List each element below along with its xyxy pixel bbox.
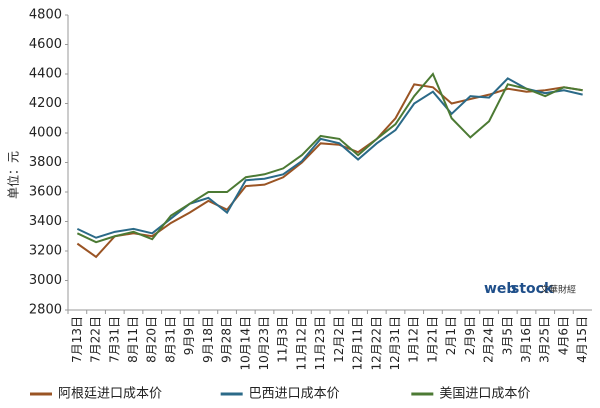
x-tick-label: 8月31日 bbox=[163, 316, 177, 363]
series-line bbox=[76, 77, 583, 239]
legend-label: 美国进口成本价 bbox=[439, 387, 530, 402]
y-tick-label: 3600 bbox=[29, 185, 62, 200]
x-tick-label: 7月13日 bbox=[70, 316, 84, 363]
x-tick-label: 4月15日 bbox=[575, 316, 589, 363]
x-tick-label: 4月6日 bbox=[556, 316, 570, 355]
x-tick-label: 8月11日 bbox=[126, 316, 140, 363]
y-tick-label: 3800 bbox=[29, 155, 62, 170]
series-line bbox=[76, 72, 583, 244]
x-tick-label: 11月12日 bbox=[294, 316, 308, 371]
x-tick-label: 3月16日 bbox=[519, 316, 533, 363]
y-tick-label: 4600 bbox=[29, 37, 62, 52]
x-tick-label: 2月24日 bbox=[482, 316, 496, 363]
y-tick-label: 3200 bbox=[29, 244, 62, 259]
x-tick-label: 8月20日 bbox=[145, 316, 159, 363]
y-tick-label: 4000 bbox=[29, 126, 62, 141]
legend-label: 巴西进口成本价 bbox=[249, 387, 340, 402]
x-tick-label: 7月22日 bbox=[89, 316, 103, 363]
x-tick-label: 11月23日 bbox=[313, 316, 327, 371]
watermark: web stock 文華財經 bbox=[484, 281, 576, 297]
x-tick-label: 10月14日 bbox=[238, 316, 252, 371]
x-tick-label: 9月18日 bbox=[201, 316, 215, 363]
x-tick-label: 12月2日 bbox=[332, 316, 346, 363]
x-tick-label: 2月9日 bbox=[463, 316, 477, 355]
x-tick-label: 11月3日 bbox=[276, 316, 290, 363]
x-tick-label: 12月31日 bbox=[388, 316, 402, 371]
watermark-brand: stock bbox=[511, 281, 554, 297]
watermark-text: 文華財經 bbox=[540, 284, 576, 296]
y-tick-label: 4200 bbox=[29, 96, 62, 111]
legend-label: 阿根廷进口成本价 bbox=[58, 387, 162, 402]
watermark-brand: web bbox=[484, 281, 516, 297]
x-tick-label: 2月1日 bbox=[444, 316, 458, 355]
x-tick-label: 12月11日 bbox=[351, 316, 365, 371]
x-tick-label: 1月12日 bbox=[407, 316, 421, 363]
x-tick-label: 7月31日 bbox=[107, 316, 121, 363]
y-tick-label: 2800 bbox=[29, 303, 62, 318]
x-tick-label: 9月9日 bbox=[182, 316, 196, 355]
x-tick-label: 1月21日 bbox=[425, 316, 439, 363]
y-tick-label: 3400 bbox=[29, 214, 62, 229]
x-tick-label: 12月22日 bbox=[369, 316, 383, 371]
y-tick-label: 4800 bbox=[29, 8, 62, 23]
x-tick-label: 9月28日 bbox=[220, 316, 234, 363]
x-tick-label: 3月5日 bbox=[500, 316, 514, 355]
y-axis-label: 单位：元 bbox=[6, 151, 21, 199]
x-tick-label: 3月25日 bbox=[538, 316, 552, 363]
y-tick-label: 4400 bbox=[29, 67, 62, 82]
x-tick-label: 10月23日 bbox=[257, 316, 271, 371]
series-line bbox=[76, 83, 583, 259]
y-tick-label: 3000 bbox=[29, 273, 62, 288]
